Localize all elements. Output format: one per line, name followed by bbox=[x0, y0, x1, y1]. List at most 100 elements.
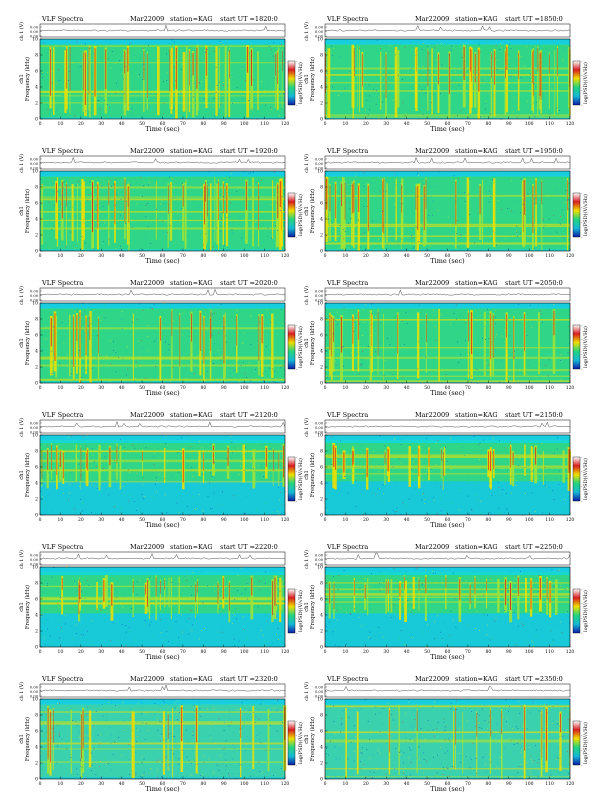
x-tick-label: 120 bbox=[281, 385, 290, 391]
x-axis-label: Time (sec) bbox=[430, 257, 465, 265]
waveform-tick-label: 0.00 bbox=[315, 690, 324, 694]
y-tick-label: 6 bbox=[320, 729, 323, 735]
colorbar-label: log(PSD)(V/√Hz) bbox=[297, 62, 304, 104]
spectrogram-image bbox=[40, 699, 287, 780]
x-tick-label: 20 bbox=[78, 385, 84, 391]
waveform-tick-label: 0.00 bbox=[315, 298, 324, 302]
x-tick-label: 30 bbox=[383, 517, 389, 523]
panel-station: station=KAG bbox=[170, 15, 213, 23]
colorbar-tick-label: - bbox=[296, 220, 298, 225]
x-tick-label: 110 bbox=[545, 385, 554, 391]
waveform-trace bbox=[324, 685, 571, 692]
y-tick-label: 0 bbox=[320, 513, 323, 519]
x-tick-label: 30 bbox=[98, 517, 104, 523]
x-tick-label: 70 bbox=[180, 253, 186, 259]
x-tick-label: 0 bbox=[324, 517, 327, 523]
spectrogram-image bbox=[325, 567, 571, 648]
x-tick-label: 70 bbox=[465, 517, 471, 523]
colorbar-tick-label: - bbox=[296, 102, 298, 107]
panel-start-time: start UT =2320:0 bbox=[220, 675, 278, 683]
x-tick-label: 100 bbox=[525, 781, 534, 787]
waveform-trace bbox=[324, 421, 571, 428]
colorbar bbox=[287, 720, 296, 766]
y-tick-label: 2 bbox=[320, 101, 323, 107]
y-tick-label: 0 bbox=[320, 381, 323, 387]
x-tick-label: 70 bbox=[465, 121, 471, 127]
x-tick-label: 50 bbox=[424, 781, 430, 787]
x-tick-label: 50 bbox=[139, 385, 145, 391]
x-tick-label: 10 bbox=[343, 781, 349, 787]
y-tick-label: 0 bbox=[35, 513, 38, 519]
x-tick-label: 110 bbox=[260, 781, 269, 787]
x-tick-label: 90 bbox=[506, 385, 512, 391]
panel-station: station=KAG bbox=[455, 279, 498, 287]
x-tick-label: 70 bbox=[180, 781, 186, 787]
x-tick-label: 120 bbox=[281, 253, 290, 259]
y-tick-label: 2 bbox=[320, 233, 323, 239]
panel-station: station=KAG bbox=[455, 675, 498, 683]
x-tick-label: 40 bbox=[119, 517, 125, 523]
x-tick-label: 50 bbox=[424, 253, 430, 259]
x-tick-label: 100 bbox=[240, 649, 249, 655]
waveform-axis-label: ch 1 (V) bbox=[303, 154, 310, 173]
x-tick-label: 40 bbox=[119, 385, 125, 391]
waveform-tick-label: 0.00 bbox=[315, 34, 324, 38]
x-tick-label: 120 bbox=[566, 781, 575, 787]
y-tick-label: 8 bbox=[35, 53, 38, 59]
x-axis-label: Time (sec) bbox=[145, 653, 180, 661]
colorbar-tick-label: - bbox=[581, 748, 583, 753]
waveform-frame bbox=[39, 155, 286, 170]
colorbar-label: log(PSD)(V/√Hz) bbox=[297, 722, 304, 764]
x-tick-label: 20 bbox=[363, 781, 369, 787]
x-tick-label: 120 bbox=[281, 517, 290, 523]
x-tick-label: 0 bbox=[324, 253, 327, 259]
x-tick-label: 60 bbox=[445, 253, 451, 259]
panel-date: Mar22009 bbox=[415, 15, 449, 23]
y-tick-label: 4 bbox=[35, 217, 38, 223]
x-tick-label: 30 bbox=[98, 121, 104, 127]
x-tick-label: 20 bbox=[78, 253, 84, 259]
y-axis-label: ch1Frequency (kHz) bbox=[19, 189, 31, 233]
x-tick-label: 20 bbox=[78, 649, 84, 655]
colorbar-tick-label: - bbox=[296, 733, 298, 738]
waveform-tick-label: 0.00 bbox=[30, 289, 39, 293]
panel-title: VLF Spectra bbox=[326, 15, 368, 23]
panel-start-time: start UT =1820:0 bbox=[220, 15, 278, 23]
panel-title: VLF Spectra bbox=[326, 543, 368, 551]
x-tick-label: 120 bbox=[281, 649, 290, 655]
spectrogram-panel-2: VLF Spectra Mar22009 station=KAG start UT =… bbox=[303, 15, 589, 133]
x-tick-label: 10 bbox=[58, 253, 64, 259]
colorbar-label: log(PSD)(V/√Hz) bbox=[297, 194, 304, 236]
colorbar-tick-label: - bbox=[296, 205, 298, 210]
x-tick-label: 50 bbox=[139, 781, 145, 787]
waveform-tick-label: 0.00 bbox=[30, 694, 39, 698]
colorbar-tick-label: - bbox=[296, 352, 298, 357]
x-tick-label: 10 bbox=[343, 649, 349, 655]
x-tick-label: 60 bbox=[160, 253, 166, 259]
x-axis-label: Time (sec) bbox=[145, 389, 180, 397]
y-tick-label: 4 bbox=[320, 349, 323, 355]
spectrogram-panel-10: VLF Spectra Mar22009 station=KAG start UT =… bbox=[303, 543, 589, 661]
waveform-tick-label: 0.00 bbox=[30, 426, 39, 430]
x-tick-label: 50 bbox=[424, 385, 430, 391]
panel-station: station=KAG bbox=[170, 411, 213, 419]
waveform-tick-label: 0.00 bbox=[315, 562, 324, 566]
y-tick-label: 2 bbox=[320, 761, 323, 767]
x-tick-label: 40 bbox=[404, 253, 410, 259]
waveform-tick-label: 0.00 bbox=[30, 421, 39, 425]
waveform-axis-label: ch 1 (V) bbox=[18, 286, 25, 305]
colorbar-tick-label: - bbox=[581, 484, 583, 489]
y-tick-label: 2 bbox=[320, 497, 323, 503]
x-tick-label: 120 bbox=[281, 121, 290, 127]
x-tick-label: 70 bbox=[465, 781, 471, 787]
panel-station: station=KAG bbox=[455, 147, 498, 155]
x-tick-label: 110 bbox=[260, 649, 269, 655]
x-tick-label: 50 bbox=[139, 649, 145, 655]
waveform-frame bbox=[39, 287, 286, 302]
x-tick-label: 70 bbox=[180, 517, 186, 523]
panel-start-time: start UT =1850:0 bbox=[505, 15, 563, 23]
waveform-axis-label: ch 1 (V) bbox=[303, 286, 310, 305]
panel-station: station=KAG bbox=[170, 675, 213, 683]
x-tick-label: 100 bbox=[240, 121, 249, 127]
colorbar-tick-label: - bbox=[581, 190, 583, 195]
